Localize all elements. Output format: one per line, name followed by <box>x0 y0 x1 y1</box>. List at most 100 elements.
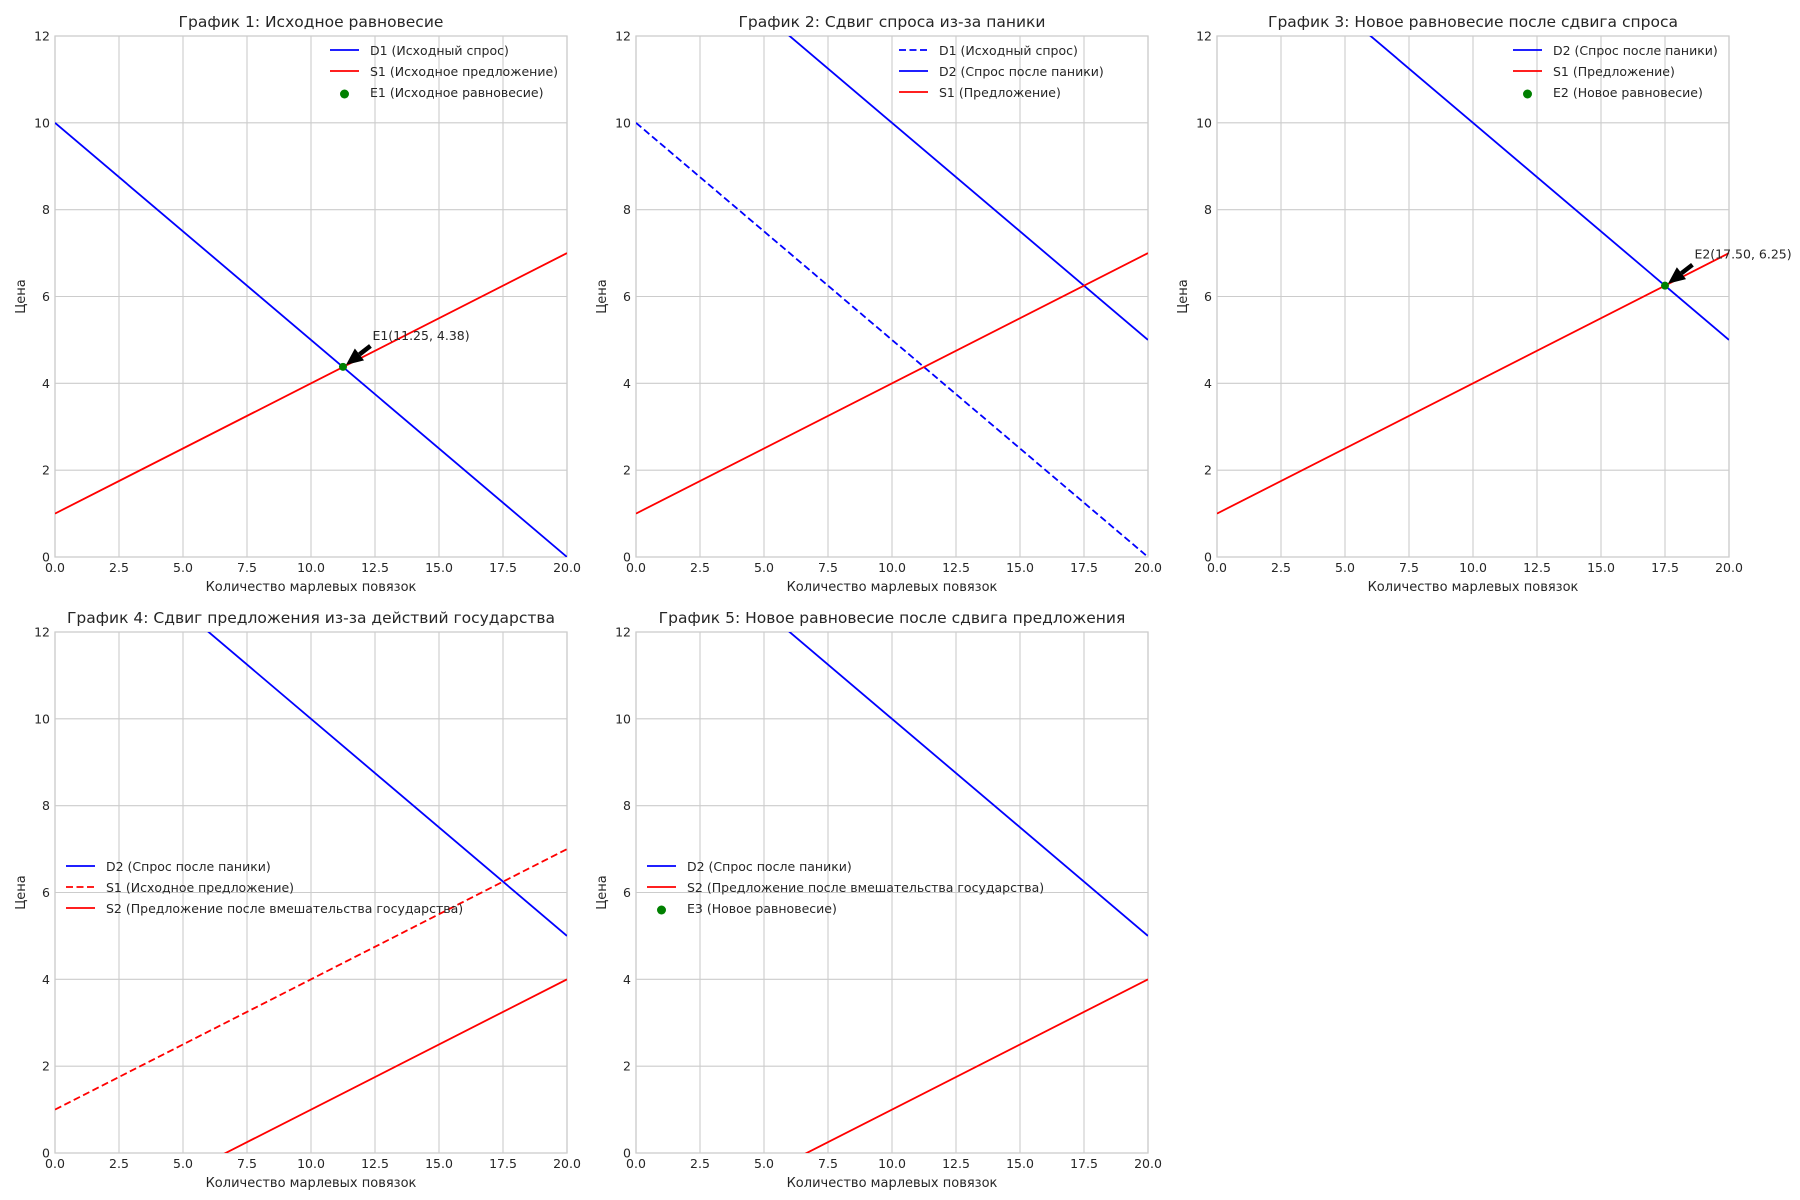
x-tick-label: 12.5 <box>361 560 389 575</box>
chart-title: График 1: Исходное равновесие <box>179 13 444 31</box>
legend-label: D2 (Спрос после паники) <box>1553 43 1718 58</box>
y-tick-label: 10 <box>34 115 50 130</box>
plot-frame <box>54 35 568 558</box>
y-tick-label: 0 <box>1204 550 1212 565</box>
x-tick-label: 7.5 <box>1399 560 1419 575</box>
chart-panel-1: 0.0 2.5 5.0 7.5 10.0 12.5 15.0 17.5 20.0 0 2 4 6 8 10 1… <box>14 13 581 595</box>
x-tick-label: 20.0 <box>553 1156 581 1171</box>
x-axis-label: Количество марлевых повязок <box>206 1176 417 1191</box>
legend-label: S1 (Предложение) <box>1553 64 1675 79</box>
y-tick-label: 12 <box>34 625 50 640</box>
annotation-arrow-head <box>346 348 365 365</box>
plot-frame <box>1216 35 1730 558</box>
legend-label: S1 (Предложение) <box>939 85 1061 100</box>
x-tick-label: 17.5 <box>1651 560 1679 575</box>
x-tick-label: 15.0 <box>1006 1156 1034 1171</box>
y-tick-label: 2 <box>623 1059 631 1074</box>
legend: D1 (Исходный спрос) S1 (Исходное предложе… <box>330 43 558 100</box>
y-tick-label: 8 <box>623 798 631 813</box>
legend-label: D1 (Исходный спрос) <box>939 43 1078 58</box>
y-tick-label: 8 <box>42 798 50 813</box>
x-tick-label: 20.0 <box>1134 1156 1162 1171</box>
y-tick-label: 12 <box>34 29 50 44</box>
series-line <box>1217 252 1729 515</box>
x-axis-label: Количество марлевых повязок <box>787 1176 998 1191</box>
chart-title: График 5: Новое равновесие после сдвига … <box>659 609 1126 627</box>
x-tick-label: 0.0 <box>626 1156 646 1171</box>
y-tick-label: 2 <box>623 463 631 478</box>
x-tick-label: 15.0 <box>1587 560 1615 575</box>
x-tick-label: 2.5 <box>690 560 710 575</box>
y-tick-label: 12 <box>615 625 631 640</box>
x-axis-label: Количество марлевых повязок <box>787 580 998 595</box>
x-tick-label: 12.5 <box>1523 560 1551 575</box>
x-tick-label: 0.0 <box>45 1156 65 1171</box>
annotation-arrow-head <box>1668 267 1687 284</box>
x-tick-label: 17.5 <box>1070 1156 1098 1171</box>
chart-title: График 2: Сдвиг спроса из-за паники <box>738 13 1045 31</box>
series-line <box>55 252 567 515</box>
x-tick-label: 0.0 <box>45 560 65 575</box>
y-tick-label: 4 <box>42 972 50 987</box>
x-tick-label: 17.5 <box>1070 560 1098 575</box>
y-tick-label: 8 <box>623 202 631 217</box>
y-tick-label: 4 <box>623 376 631 391</box>
series-line <box>55 122 567 557</box>
x-tick-label: 15.0 <box>1006 560 1034 575</box>
x-tick-label: 2.5 <box>1271 560 1291 575</box>
x-axis-label: Количество марлевых повязок <box>206 580 417 595</box>
chart-panel-3: 0.0 2.5 5.0 7.5 10.0 12.5 15.0 17.5 20.0 0 2 4 6 8 10 1… <box>1176 13 1792 595</box>
series-line <box>1369 36 1729 341</box>
x-tick-label: 10.0 <box>1459 560 1487 575</box>
x-tick-label: 20.0 <box>1134 560 1162 575</box>
x-tick-label: 12.5 <box>942 560 970 575</box>
y-tick-label: 0 <box>623 550 631 565</box>
y-axis-label: Цена <box>595 875 610 910</box>
series-line <box>788 36 1148 341</box>
chart-panel-5: 0.0 2.5 5.0 7.5 10.0 12.5 15.0 17.5 20.0 0 2 4 6 8 10 1… <box>595 609 1162 1191</box>
legend-dot-swatch <box>657 905 666 915</box>
y-axis-label: Цена <box>595 279 610 314</box>
series-line <box>804 978 1148 1153</box>
x-tick-label: 5.0 <box>754 1156 774 1171</box>
x-tick-label: 12.5 <box>942 1156 970 1171</box>
y-tick-label: 6 <box>42 289 50 304</box>
x-tick-label: 10.0 <box>297 1156 325 1171</box>
y-tick-label: 6 <box>623 885 631 900</box>
y-tick-label: 4 <box>1204 376 1212 391</box>
x-tick-label: 7.5 <box>237 560 257 575</box>
plot-frame <box>635 35 1149 558</box>
series-line <box>636 252 1148 515</box>
x-tick-label: 15.0 <box>425 560 453 575</box>
x-tick-label: 7.5 <box>818 1156 838 1171</box>
x-tick-label: 17.5 <box>489 560 517 575</box>
legend-label: D2 (Спрос после паники) <box>106 859 271 874</box>
y-axis-label: Цена <box>1176 279 1191 314</box>
legend: D2 (Спрос после паники) S1 (Исходное пред… <box>66 859 463 916</box>
equilibrium-point <box>1661 281 1669 290</box>
y-tick-label: 8 <box>42 202 50 217</box>
plot-frame <box>635 631 1149 1154</box>
x-tick-label: 15.0 <box>425 1156 453 1171</box>
y-tick-label: 2 <box>42 463 50 478</box>
annotation-label: E1(11.25, 4.38) <box>372 328 469 343</box>
legend: D2 (Спрос после паники) S2 (Предложение п… <box>647 859 1044 916</box>
y-tick-label: 12 <box>1196 29 1212 44</box>
x-tick-label: 10.0 <box>878 1156 906 1171</box>
series-line <box>223 978 567 1153</box>
legend-label: D2 (Спрос после паники) <box>687 859 852 874</box>
x-tick-label: 20.0 <box>553 560 581 575</box>
x-tick-label: 5.0 <box>173 1156 193 1171</box>
x-axis-label: Количество марлевых повязок <box>1368 580 1579 595</box>
chart-panel-2: 0.0 2.5 5.0 7.5 10.0 12.5 15.0 17.5 20.0 0 2 4 6 8 10 1… <box>595 13 1162 595</box>
legend: D2 (Спрос после паники) S1 (Предложение) E… <box>1513 43 1718 100</box>
y-axis-label: Цена <box>14 279 29 314</box>
y-tick-label: 10 <box>615 711 631 726</box>
x-tick-label: 2.5 <box>690 1156 710 1171</box>
annotation-label: E2(17.50, 6.25) <box>1694 247 1791 262</box>
annotation-arrow-shaft <box>1680 262 1694 276</box>
y-tick-label: 10 <box>34 711 50 726</box>
x-tick-label: 12.5 <box>361 1156 389 1171</box>
y-tick-label: 8 <box>1204 202 1212 217</box>
chart-panel-4: 0.0 2.5 5.0 7.5 10.0 12.5 15.0 17.5 20.0 0 2 4 6 8 10 1… <box>14 609 581 1191</box>
